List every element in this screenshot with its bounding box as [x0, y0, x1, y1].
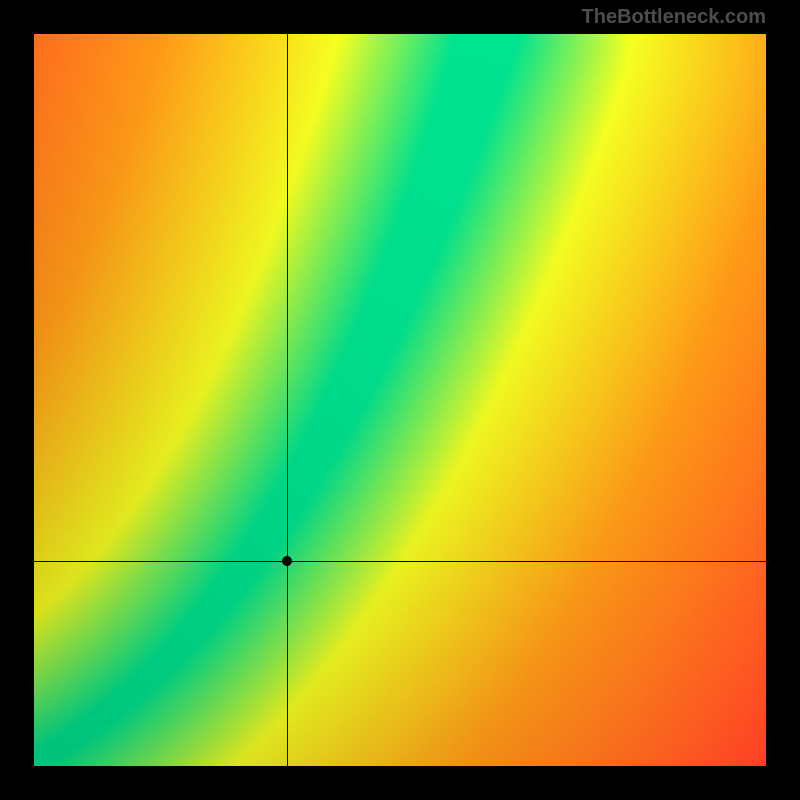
crosshair-vertical — [287, 34, 288, 766]
crosshair-horizontal — [34, 561, 766, 562]
crosshair-marker — [282, 556, 292, 566]
heatmap-plot — [34, 34, 766, 766]
heatmap-canvas — [34, 34, 766, 766]
watermark-text: TheBottleneck.com — [582, 6, 766, 29]
